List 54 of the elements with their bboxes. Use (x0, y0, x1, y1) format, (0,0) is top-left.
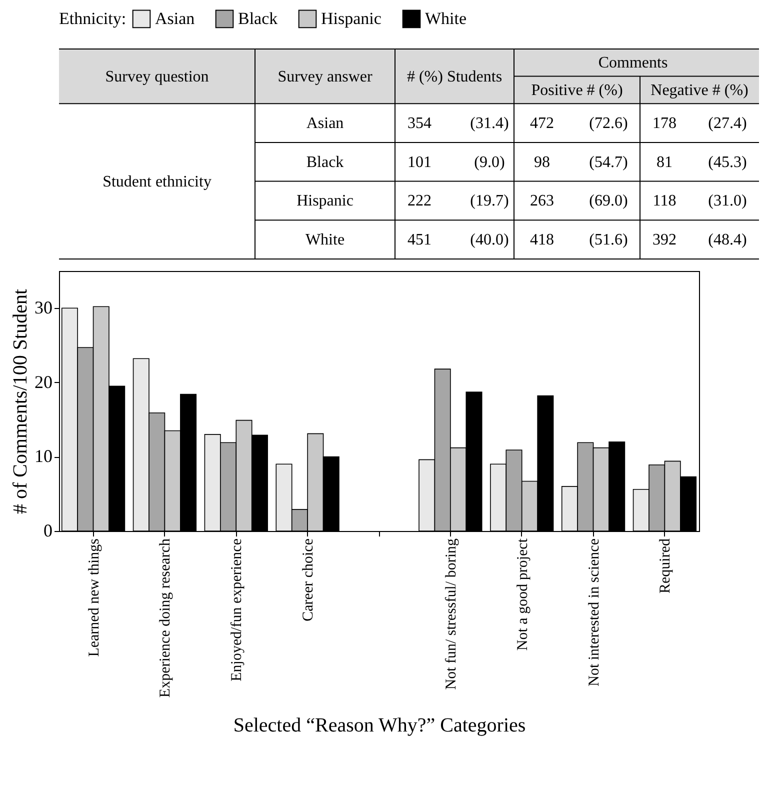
text: Survey question (105, 68, 209, 86)
legend-label: White (425, 8, 467, 28)
text: 263 (530, 192, 554, 210)
y-tick-label: 20 (34, 372, 52, 392)
x-tick-label: Not fun/ stressful/ boring (443, 538, 460, 690)
text: (27.4) (708, 115, 747, 132)
text: (72.6) (589, 115, 628, 132)
text: Hispanic (296, 192, 354, 210)
text: 392 (652, 232, 676, 249)
text: (9.0) (474, 154, 505, 171)
text: Black (306, 154, 344, 171)
text: 451 (408, 232, 432, 249)
y-tick-label: 30 (34, 298, 52, 318)
x-tick-label: Enjoyed/fun experience (229, 538, 246, 682)
text: 98 (534, 154, 550, 171)
text: 118 (652, 192, 676, 210)
text: (31.4) (470, 115, 509, 132)
x-tick-label: Career choice (300, 538, 317, 622)
text: (31.0) (708, 192, 747, 210)
y-tick-label: 10 (34, 446, 52, 466)
text: Comments (598, 54, 668, 72)
text: Negative # (%) (650, 82, 748, 99)
legend-title: Ethnicity: (59, 9, 126, 28)
legend-label: Asian (155, 8, 196, 28)
text: (45.3) (708, 154, 747, 171)
x-axis-title: Selected “Reason Why?” Categories (233, 714, 526, 737)
text: Asian (306, 115, 344, 132)
text: (69.0) (589, 192, 628, 210)
x-tick-label: Not interested in science (586, 538, 602, 686)
x-tick-label: Experience doing research (158, 538, 174, 698)
text: # (%) Students (406, 68, 502, 86)
text: Survey answer (278, 68, 373, 86)
text: (40.0) (470, 232, 509, 249)
legend-label: Hispanic (321, 8, 382, 28)
y-tick-label: 0 (44, 520, 52, 540)
text: (51.6) (589, 232, 628, 249)
text: White (305, 232, 345, 249)
y-axis-title: # of Comments/100 Student (10, 288, 32, 514)
text: 222 (408, 192, 432, 210)
text: 472 (530, 115, 554, 132)
text: (54.7) (589, 154, 628, 171)
text: 354 (408, 115, 432, 132)
text: 418 (530, 232, 554, 249)
x-tick-label: Required (658, 538, 674, 594)
text: (19.7) (470, 192, 509, 210)
text: 101 (408, 154, 432, 171)
text: Positive # (%) (531, 82, 623, 99)
x-tick-label: Learned new things (86, 538, 102, 657)
legend-label: Black (238, 8, 278, 28)
text: 178 (652, 115, 676, 132)
text: (48.4) (708, 232, 747, 249)
text: 81 (656, 154, 672, 171)
x-tick-label: Not a good project (514, 538, 531, 651)
text: Student ethnicity (102, 173, 212, 190)
